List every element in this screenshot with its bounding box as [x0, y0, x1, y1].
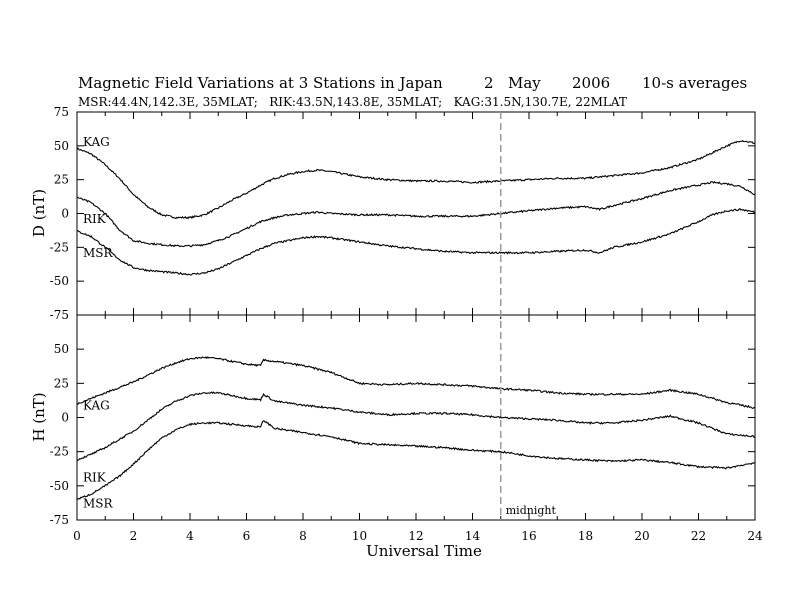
chart-title-year: 2006 — [572, 74, 610, 92]
bottom-series-kag — [76, 356, 756, 409]
xtick-label: 6 — [243, 529, 251, 543]
xtick-label: 12 — [408, 529, 423, 543]
top-series-kag — [76, 140, 756, 220]
top-ytick-label: -25 — [50, 240, 69, 254]
top-series-rik — [76, 180, 756, 248]
top-panel-frame — [76, 111, 756, 316]
xtick-label: 14 — [465, 529, 481, 543]
bottom-station-label-msr: MSR — [83, 497, 114, 511]
xtick-label: 22 — [691, 529, 706, 543]
xtick-label: 18 — [578, 529, 593, 543]
top-ytick-label: -50 — [50, 274, 69, 288]
bottom-ytick-label: -25 — [50, 445, 69, 459]
x-axis-label: Universal Time — [366, 542, 482, 560]
chart-title-day: 2 — [484, 74, 494, 92]
top-station-label-msr: MSR — [83, 246, 114, 260]
midnight-label: midnight — [506, 504, 557, 517]
xtick-label: 4 — [186, 529, 194, 543]
top-station-label-kag: KAG — [83, 135, 110, 149]
bottom-series-rik — [76, 391, 756, 462]
bottom-ytick-label: -50 — [50, 479, 69, 493]
top-ytick-label: 75 — [54, 105, 69, 119]
bottom-series-msr — [76, 420, 756, 501]
chart-title-month: May — [508, 74, 541, 92]
top-ytick-label: -75 — [50, 308, 69, 322]
labels-layer: 75 50 25 0 -25 -50 -75 50 25 0 -25 -50 -75 KAG RIK MSR K… — [50, 105, 763, 543]
bottom-ytick-label: 0 — [61, 411, 69, 425]
chart-title: Magnetic Field Variations at 3 Stations … — [78, 74, 443, 92]
bottom-panel-frame — [76, 314, 756, 521]
series-layer — [76, 140, 756, 501]
bottom-ytick-label: 50 — [54, 342, 69, 356]
bottom-station-label-rik: RIK — [83, 471, 107, 485]
xtick-label: 8 — [299, 529, 307, 543]
xtick-label: 24 — [747, 529, 763, 543]
bottom-panel-ylabel: H (nT) — [30, 392, 48, 441]
top-series-msr — [76, 207, 756, 276]
xtick-label: 16 — [521, 529, 536, 543]
top-ytick-label: 25 — [54, 173, 69, 187]
xtick-label: 2 — [130, 529, 138, 543]
bottom-station-label-kag: KAG — [83, 398, 110, 412]
xtick-label: 10 — [352, 529, 367, 543]
top-ytick-label: 50 — [54, 139, 69, 153]
ticks-layer — [76, 111, 756, 521]
bottom-ytick-label: 25 — [54, 376, 69, 390]
bottom-ytick-label: -75 — [50, 513, 69, 527]
chart-title-averaging: 10-s averages — [642, 74, 747, 92]
xtick-label: 20 — [634, 529, 649, 543]
top-station-label-rik: RIK — [83, 212, 107, 226]
top-panel-ylabel: D (nT) — [30, 189, 48, 237]
xtick-label: 0 — [73, 529, 81, 543]
top-ytick-label: 0 — [61, 207, 69, 221]
chart-subtitle-stations: MSR:44.4N,142.3E, 35MLAT; RIK:43.5N,143.… — [78, 95, 627, 109]
